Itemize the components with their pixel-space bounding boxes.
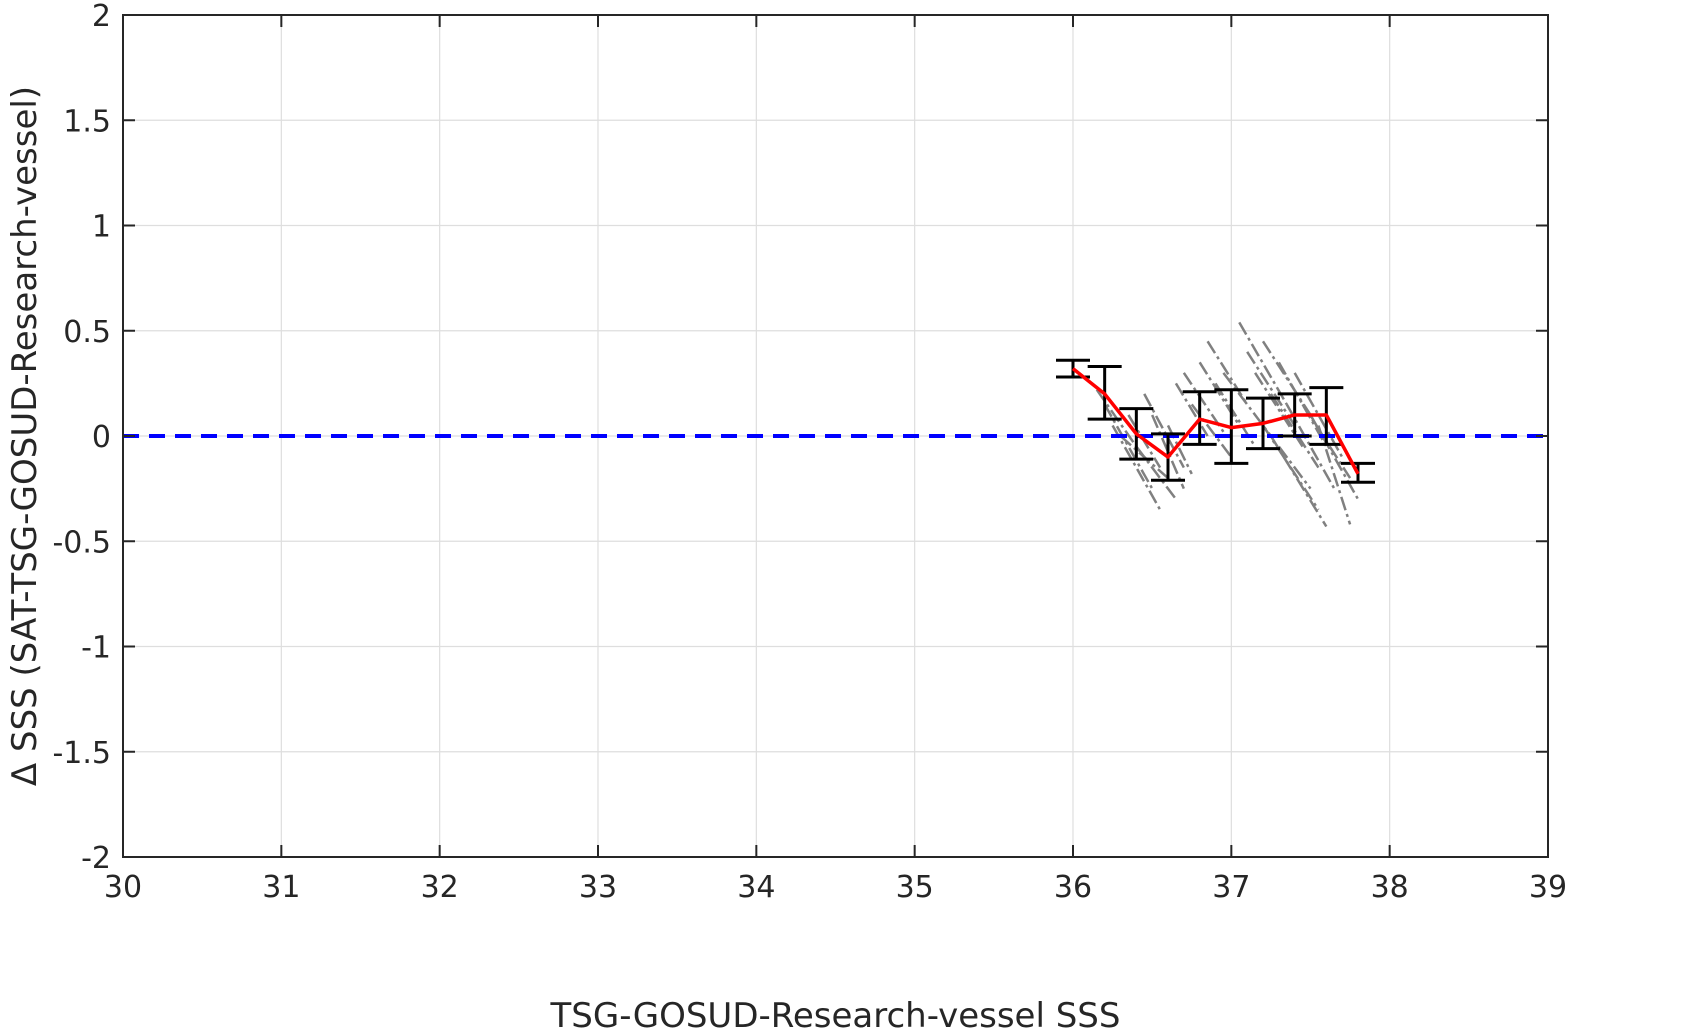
x-tick-label: 31 xyxy=(262,870,300,905)
x-axis-label: TSG-GOSUD-Research-vessel SSS xyxy=(550,996,1121,1031)
colocation-segment xyxy=(1190,403,1233,458)
y-tick-label: -1 xyxy=(81,631,111,666)
colocation-segment xyxy=(1174,382,1209,437)
colocation-segment xyxy=(1269,435,1328,528)
colocation-segment xyxy=(1309,414,1360,500)
x-tick-label: 33 xyxy=(579,870,617,905)
y-tick-label: 2 xyxy=(92,0,111,34)
colocation-segment xyxy=(1111,424,1162,511)
colocation-segment xyxy=(1222,372,1272,437)
colocation-segment xyxy=(1198,361,1241,427)
y-tick-label: 1.5 xyxy=(63,104,111,139)
x-tick-label: 37 xyxy=(1212,870,1250,905)
x-tick-label: 32 xyxy=(421,870,459,905)
x-tick-label: 36 xyxy=(1054,870,1092,905)
mean-line-layer xyxy=(1071,367,1360,475)
colocation-segment xyxy=(1246,351,1296,427)
colocation-segment xyxy=(1317,425,1352,525)
x-tick-label: 35 xyxy=(896,870,934,905)
colocation-segment xyxy=(1143,393,1185,469)
y-tick-label: 0 xyxy=(92,420,111,455)
colocation-segment xyxy=(1254,372,1304,448)
colocation-segment xyxy=(1238,321,1288,406)
ticks: 30 31 32 33 34 35 36 37 38 39 2 1.5 1 0.5 0 -0.5 -1 -1.5 -… xyxy=(52,0,1567,905)
x-tick-label: 34 xyxy=(737,870,775,905)
colocation-segment xyxy=(1151,414,1185,490)
y-tick-label: -1.5 xyxy=(52,736,111,771)
colocation-segment xyxy=(1285,403,1336,490)
colocation-segment xyxy=(1277,445,1312,490)
y-axis-label: Δ SSS (SAT-TSG-GOSUD-Research-vessel) xyxy=(5,86,45,786)
colocation-segment xyxy=(1135,445,1177,500)
colocation-segment xyxy=(1277,361,1328,448)
y-tick-label: -0.5 xyxy=(52,525,111,560)
x-tick-label: 38 xyxy=(1371,870,1409,905)
x-tick-label: 39 xyxy=(1529,870,1567,905)
x-tick-label: 30 xyxy=(104,870,142,905)
y-tick-label: 0.5 xyxy=(63,315,111,350)
colocation-segment xyxy=(1103,403,1154,490)
y-tick-label: -2 xyxy=(81,841,111,876)
y-tick-label: 1 xyxy=(92,210,111,245)
colocation-segment xyxy=(1261,340,1312,416)
mean-line xyxy=(1071,367,1360,475)
